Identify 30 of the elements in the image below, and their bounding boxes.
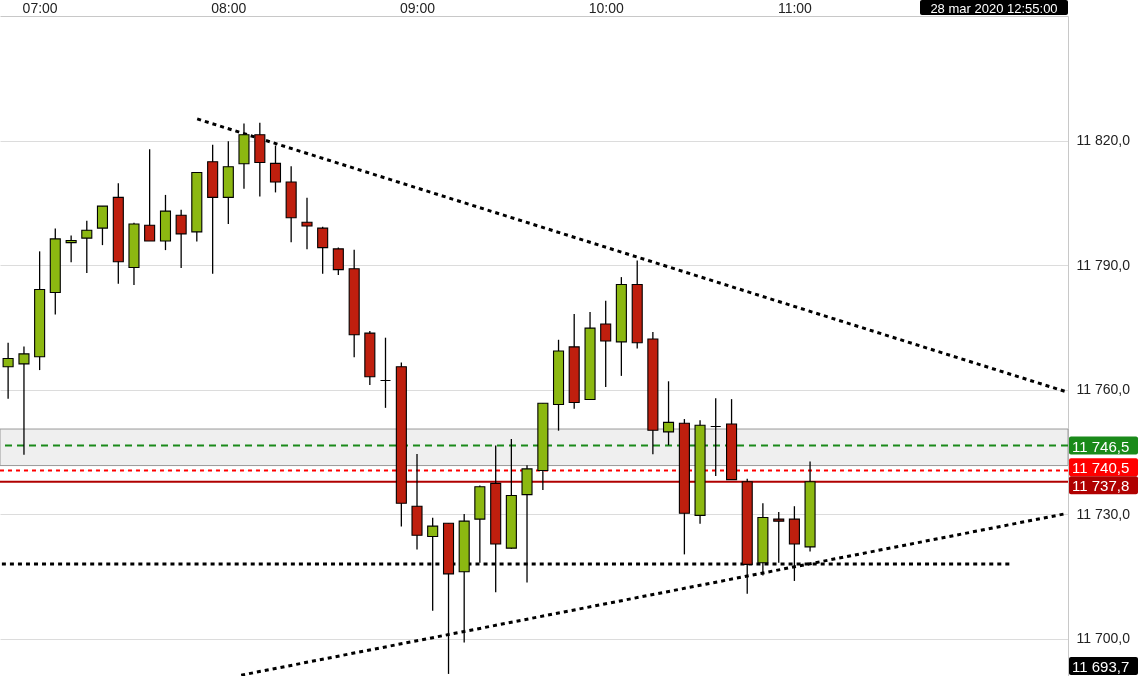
candlestick [81,219,93,274]
candlestick [65,234,77,263]
x-tick-label: 09:00 [399,0,436,16]
candlestick [144,148,156,242]
ref-line-label: 11 740,5 [1072,459,1130,477]
candlestick [710,397,722,477]
ref-line-label: 11 737,8 [1072,477,1130,495]
text: 28 mar 2020 12:55:00 [930,0,1058,16]
candlestick [317,226,329,275]
y-tick-label: 11 730,0 [1076,505,1131,522]
x-tick-label: 11:00 [777,0,813,16]
candlestick [662,380,675,446]
x-tick-label: 10:00 [588,0,624,16]
y-tick-label: 11 760,0 [1076,381,1131,398]
candlestick [175,209,187,269]
candlestick [379,337,392,409]
text: 11 693,7 [1072,658,1130,675]
y-tick-label: 11 790,0 [1076,256,1131,273]
candlestick [2,342,14,400]
x-tick-label: 08:00 [211,0,247,16]
ref-line-label: 11 746,5 [1072,437,1130,455]
y-tick-label: 11 820,0 [1076,132,1131,149]
candlestick [600,300,612,388]
candlestick [332,246,344,276]
x-tick-label: 07:00 [22,0,58,16]
candlestick [96,205,109,246]
candlestick [301,197,313,250]
y-tick-label: 11 700,0 [1076,630,1131,647]
candlestick [18,345,30,456]
candlestick [269,144,282,194]
